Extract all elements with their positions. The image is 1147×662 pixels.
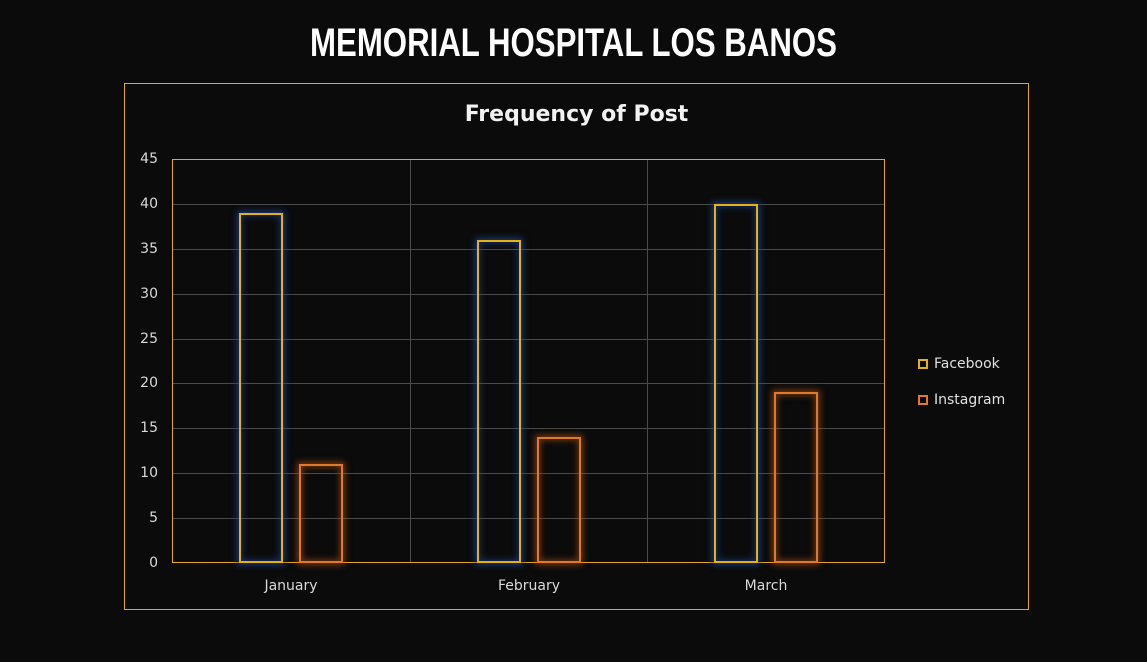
y-tick-label: 30 [140, 286, 158, 302]
horizontal-gridline [173, 339, 884, 340]
y-tick-label: 0 [149, 555, 158, 571]
y-tick-label: 5 [149, 510, 158, 526]
page-title: MEMORIAL HOSPITAL LOS BANOS [310, 21, 837, 65]
legend-item-facebook: Facebook [918, 346, 1005, 382]
instagram-swatch-icon [918, 395, 928, 405]
y-tick-label: 35 [140, 241, 158, 257]
bar-facebook-march [714, 204, 758, 563]
y-tick-label: 45 [140, 151, 158, 167]
horizontal-gridline [173, 428, 884, 429]
vertical-gridline [410, 160, 411, 562]
chart-title: Frequency of Post [464, 102, 689, 127]
y-tick-label: 25 [140, 331, 158, 347]
horizontal-gridline [173, 204, 884, 205]
y-tick-label: 20 [140, 375, 158, 391]
legend-item-instagram: Instagram [918, 382, 1005, 418]
horizontal-gridline [173, 473, 884, 474]
facebook-swatch-icon [918, 359, 928, 369]
plot-area [172, 159, 885, 563]
chart-frame [124, 83, 1029, 610]
x-tick-label: February [497, 578, 561, 594]
bar-instagram-january [299, 464, 343, 563]
x-tick-label: March [744, 578, 788, 594]
horizontal-gridline [173, 383, 884, 384]
y-tick-label: 10 [140, 465, 158, 481]
y-tick-label: 40 [140, 196, 158, 212]
vertical-gridline [647, 160, 648, 562]
bar-facebook-february [477, 240, 521, 563]
x-tick-label: January [264, 578, 318, 594]
bar-facebook-january [239, 213, 283, 563]
bar-instagram-february [537, 437, 581, 563]
horizontal-gridline [173, 249, 884, 250]
y-tick-label: 15 [140, 420, 158, 436]
legend-label: Facebook [934, 356, 1000, 372]
horizontal-gridline [173, 294, 884, 295]
legend: Facebook Instagram [918, 346, 1005, 418]
bar-instagram-march [774, 392, 818, 563]
horizontal-gridline [173, 518, 884, 519]
legend-label: Instagram [934, 392, 1006, 408]
